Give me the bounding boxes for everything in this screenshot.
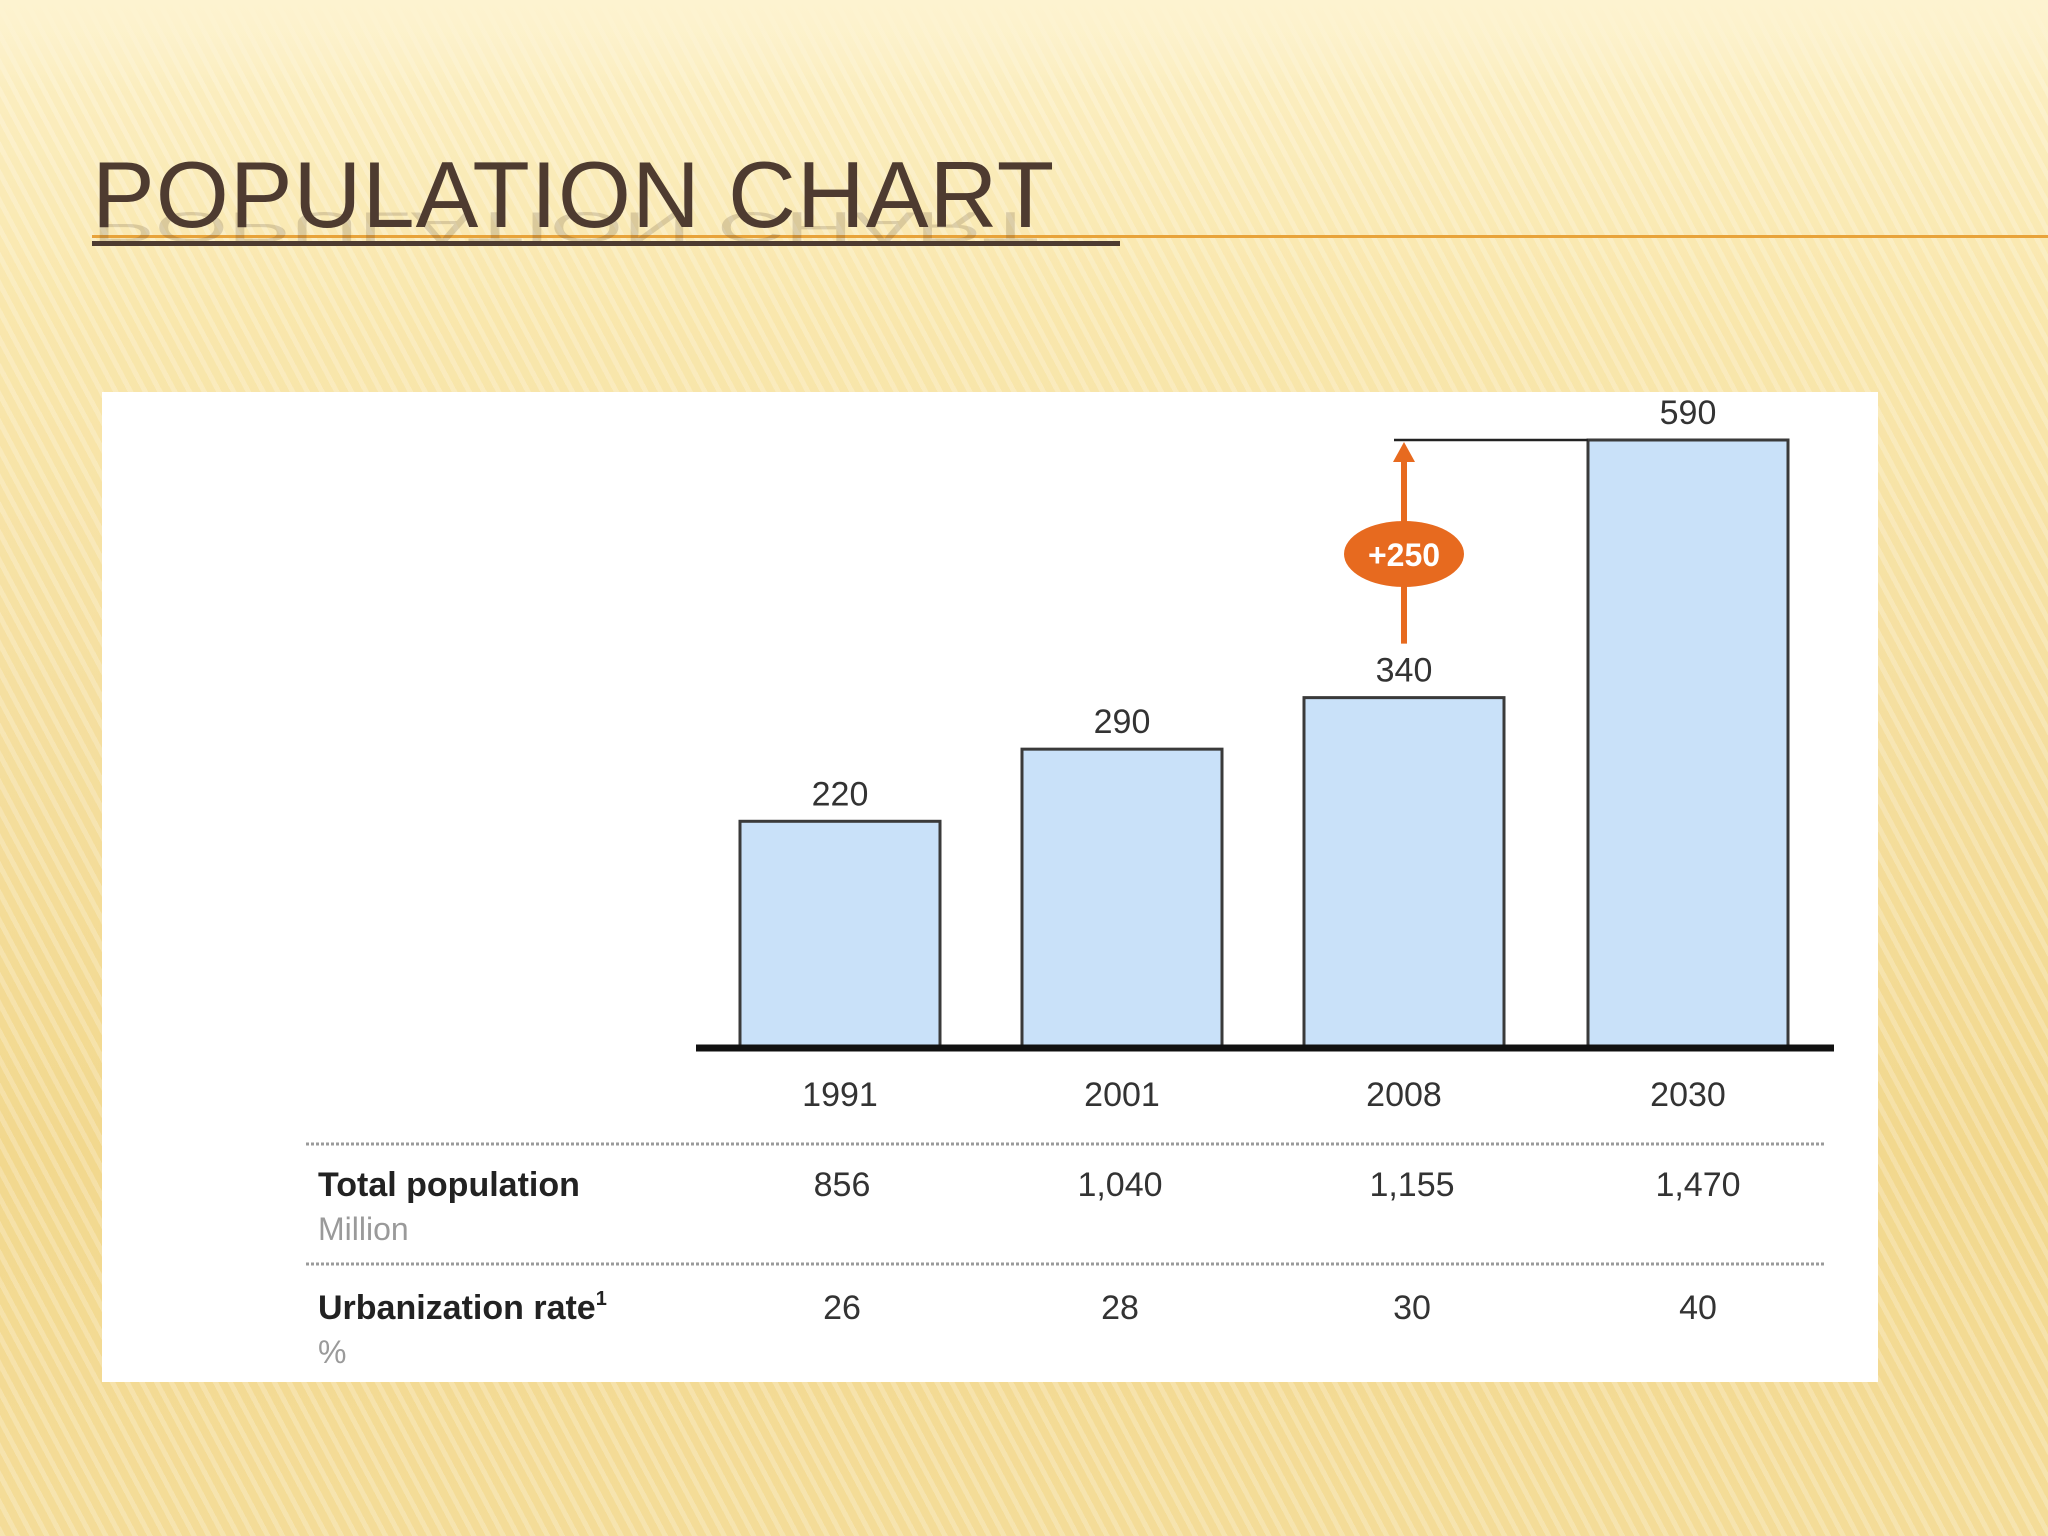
table-cell-1-2030: 1,470: [1655, 1166, 1740, 1204]
table-row-label-2: Urbanization rate1: [318, 1288, 607, 1327]
data-label-2008: 340: [1376, 652, 1433, 690]
table-cell-1-1991: 856: [814, 1166, 871, 1204]
annotation-badge-text: +250: [1368, 537, 1440, 573]
table-cell-2-2008: 30: [1393, 1289, 1431, 1327]
background-top-band: [0, 0, 2048, 90]
category-label-2030: 2030: [1650, 1076, 1726, 1114]
title-rule: [92, 235, 2048, 238]
bar-2008: [1302, 696, 1506, 1050]
slide-title-reflection: POPULATION CHART: [92, 203, 1040, 251]
category-label-2008: 2008: [1366, 1076, 1442, 1114]
slide-title: POPULATION CHART: [92, 142, 1056, 247]
table-row-unit-2: %: [318, 1334, 346, 1370]
category-label-2001: 2001: [1084, 1076, 1160, 1114]
bar-2030: [1586, 438, 1790, 1050]
table-row-unit-1: Million: [318, 1211, 409, 1247]
table-cell-2-1991: 26: [823, 1289, 861, 1327]
data-label-1991: 220: [812, 775, 869, 813]
bars-layer: 220 1991 290 2001 340 2008 590 2030: [738, 394, 1790, 1114]
table-row-label-1: Total population: [318, 1166, 580, 1204]
data-table: Total population Million 856 1,040 1,155 1,47…: [306, 1142, 1826, 1370]
bar-1991: [738, 819, 942, 1050]
annotation-badge: [1344, 521, 1464, 587]
data-label-2001: 290: [1094, 703, 1151, 741]
table-cell-1-2001: 1,040: [1077, 1166, 1162, 1204]
category-label-1991: 1991: [802, 1076, 878, 1114]
annotation-arrowhead: [1393, 442, 1415, 462]
bar-2001: [1020, 747, 1224, 1050]
table-cell-2-2030: 40: [1679, 1289, 1717, 1327]
chart-panel: 220 1991 290 2001 340 2008 590 2030 +250 Total …: [102, 392, 1878, 1382]
title-underline: [92, 241, 1120, 246]
table-cell-2-2001: 28: [1101, 1289, 1139, 1327]
data-label-2030: 590: [1660, 394, 1717, 432]
table-cell-1-2008: 1,155: [1369, 1166, 1454, 1204]
annotation-layer: +250: [1344, 438, 1588, 644]
population-chart: 220 1991 290 2001 340 2008 590 2030 +250 Total …: [306, 394, 1834, 1370]
